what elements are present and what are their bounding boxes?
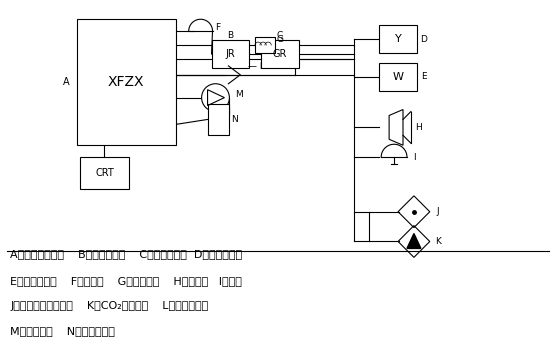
Bar xyxy=(207,103,230,135)
Bar xyxy=(255,37,275,53)
Text: W: W xyxy=(393,72,404,82)
Text: G: G xyxy=(276,34,284,44)
Text: F: F xyxy=(215,23,220,32)
Text: C: C xyxy=(277,31,283,40)
Text: D: D xyxy=(420,34,427,44)
Text: J: J xyxy=(436,207,439,216)
Bar xyxy=(211,40,249,68)
Text: CRT: CRT xyxy=(95,168,114,178)
Text: E、感温探测器    F、通风口    G、消防广播    H、扬声器   I、电话: E、感温探测器 F、通风口 G、消防广播 H、扬声器 I、电话 xyxy=(10,276,242,286)
Text: N: N xyxy=(231,115,238,124)
Text: — L: — L xyxy=(248,62,265,71)
Text: B: B xyxy=(227,31,234,40)
Bar xyxy=(77,19,176,145)
Text: J、自动喷水灭火系统    K、CO₂灭火系统    L、疏散指示灯: J、自动喷水灭火系统 K、CO₂灭火系统 L、疏散指示灯 xyxy=(10,301,208,311)
Text: I: I xyxy=(414,153,416,162)
Text: K: K xyxy=(435,237,441,246)
Text: GR: GR xyxy=(273,49,287,59)
Bar xyxy=(261,40,299,68)
Text: XFZX: XFZX xyxy=(108,75,145,89)
Text: Y: Y xyxy=(395,34,401,44)
Text: M: M xyxy=(235,90,243,99)
Bar xyxy=(379,63,417,91)
Text: M、消防水泵    N、防火卷帘门: M、消防水泵 N、防火卷帘门 xyxy=(10,326,115,336)
Text: JR: JR xyxy=(226,49,235,59)
Bar xyxy=(379,25,417,53)
Text: E: E xyxy=(421,72,426,81)
Text: A、消防控制中心    B、报警控制器    C、楼层显示器  D、感烟探测器: A、消防控制中心 B、报警控制器 C、楼层显示器 D、感烟探测器 xyxy=(10,249,242,259)
Bar xyxy=(80,157,129,189)
Text: A: A xyxy=(63,77,70,87)
Text: H: H xyxy=(415,123,422,132)
Circle shape xyxy=(202,84,230,112)
Polygon shape xyxy=(407,233,421,249)
